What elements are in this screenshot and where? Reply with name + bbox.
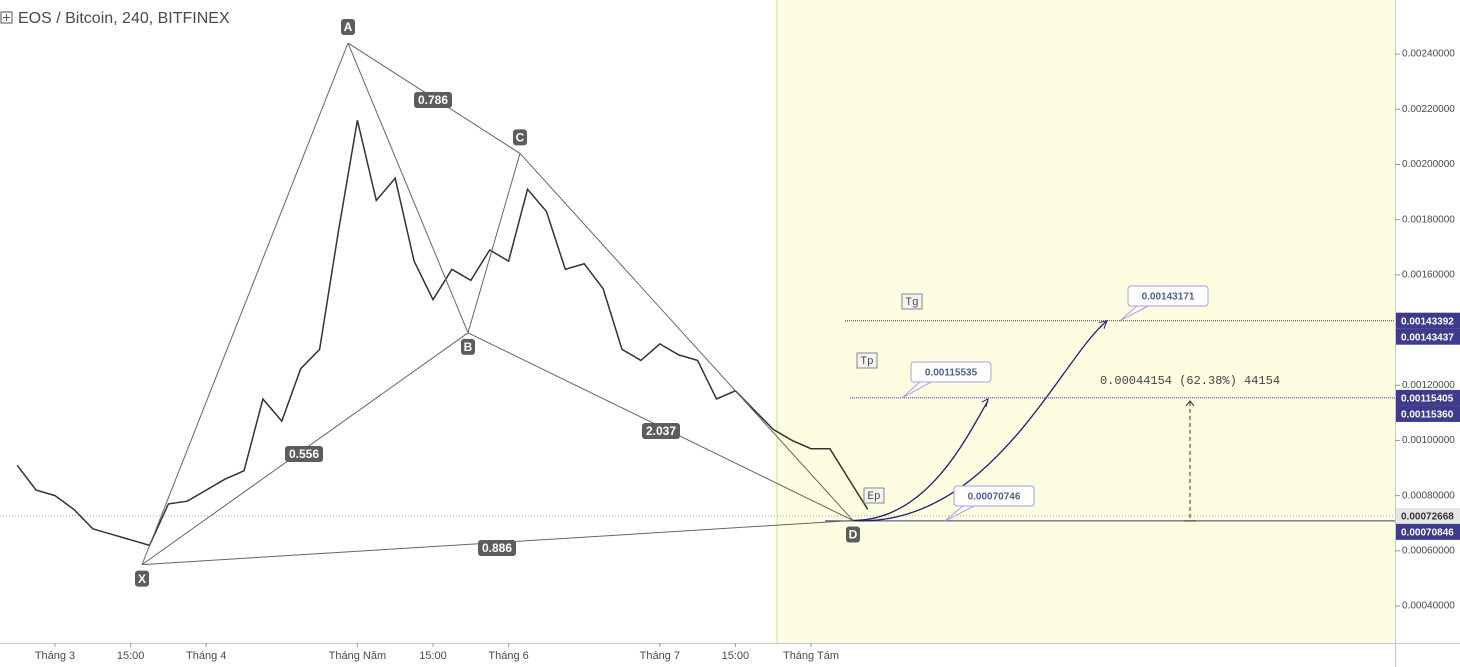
- measure-arrow: [1185, 400, 1195, 407]
- x-tick-label: Tháng 7: [640, 650, 680, 662]
- y-tick-label: 0.00160000: [1402, 270, 1455, 281]
- price-tag: [1396, 312, 1460, 329]
- price-line: [16, 120, 869, 547]
- y-tick-label: 0.00240000: [1402, 49, 1455, 60]
- pattern-leg: [141, 42, 349, 565]
- ratio-label: 0.786: [418, 93, 448, 107]
- callout-box: [953, 485, 1035, 507]
- pattern-label: X: [138, 572, 146, 586]
- chart-title: EOS / Bitcoin, 240, BITFINEX: [18, 10, 230, 27]
- callout-box: [910, 361, 992, 383]
- y-tick-label: 0.00060000: [1402, 545, 1455, 556]
- price-tag-label: 0.00143392: [1401, 316, 1454, 327]
- highlight-zone: [777, 0, 1395, 643]
- x-tick-label: Tháng 3: [35, 650, 75, 662]
- price-tag: [1396, 507, 1460, 524]
- pattern-label-bg: [461, 338, 475, 355]
- pattern-label: B: [464, 340, 473, 354]
- y-tick-label: 0.00040000: [1402, 601, 1455, 612]
- x-tick-label: Tháng Tám: [783, 650, 839, 662]
- callout-box: [1127, 285, 1209, 307]
- x-tick-label: 15:00: [722, 650, 750, 662]
- callout-pointer: [901, 380, 934, 399]
- price-tag-label: 0.00143437: [1401, 332, 1454, 343]
- y-tick-label: 0.00080000: [1402, 490, 1455, 501]
- y-tick-label: 0.00200000: [1402, 159, 1455, 170]
- callout-pointer: [1119, 304, 1151, 322]
- projection-curve: [852, 400, 989, 522]
- callout-pointer: [944, 504, 977, 522]
- ratio-label: 2.037: [646, 424, 676, 438]
- target-box: [863, 487, 885, 504]
- arrow-head: [981, 397, 989, 408]
- x-tick-label: Tháng 6: [488, 650, 528, 662]
- arrow-head: [1098, 319, 1108, 329]
- callout-label: 0.00070746: [968, 492, 1021, 503]
- x-tick-label: 15:00: [419, 650, 447, 662]
- y-tick-label: 0.00120000: [1402, 380, 1455, 391]
- target-box: [856, 352, 878, 369]
- measure-label: 0.00044154 (62.38%) 44154: [1100, 374, 1280, 388]
- y-tick-label: 0.00180000: [1402, 214, 1455, 225]
- price-tag-label: 0.00115360: [1401, 410, 1454, 421]
- ratio-label-bg: [642, 423, 680, 439]
- expand-icon[interactable]: [0, 11, 13, 24]
- price-tag: [1396, 389, 1460, 406]
- pattern-label-bg: [846, 526, 860, 543]
- y-tick-label: 0.00220000: [1402, 104, 1455, 115]
- target-label: Tg: [905, 297, 918, 309]
- price-tag: [1396, 523, 1460, 540]
- price-tag: [1396, 328, 1460, 345]
- pattern-label-bg: [135, 570, 149, 587]
- price-tag: [1396, 405, 1460, 422]
- target-box: [901, 293, 923, 310]
- ratio-label-bg: [414, 92, 452, 108]
- pattern-leg: [519, 153, 854, 521]
- callout-label: 0.00143171: [1142, 292, 1195, 303]
- x-tick-label: 15:00: [117, 650, 145, 662]
- pattern-label-bg: [513, 129, 527, 146]
- pattern-label: D: [849, 528, 858, 542]
- price-tag-label: 0.00115405: [1401, 394, 1454, 405]
- x-tick-label: Tháng Năm: [329, 650, 386, 662]
- target-label: Ep: [867, 491, 880, 503]
- target-label: Tp: [860, 356, 873, 368]
- ratio-label: 0.556: [289, 447, 319, 461]
- pattern-label: A: [344, 20, 353, 34]
- pattern-label-bg: [341, 19, 355, 36]
- y-tick-label: 0.00100000: [1402, 435, 1455, 446]
- pattern-leg: [467, 153, 521, 333]
- ratio-label-bg: [285, 446, 323, 462]
- x-tick-label: Tháng 4: [186, 650, 226, 662]
- ratio-label: 0.886: [482, 541, 512, 555]
- callout-label: 0.00115535: [925, 368, 978, 379]
- expand-icon-glyph: [3, 14, 10, 21]
- ratio-label-bg: [478, 540, 516, 556]
- price-tag-label: 0.00070846: [1401, 528, 1454, 539]
- projection-curve: [852, 321, 1107, 522]
- pattern-label: C: [516, 131, 525, 145]
- price-tag-label: 0.00072668: [1401, 512, 1454, 523]
- pattern-leg: [347, 42, 469, 334]
